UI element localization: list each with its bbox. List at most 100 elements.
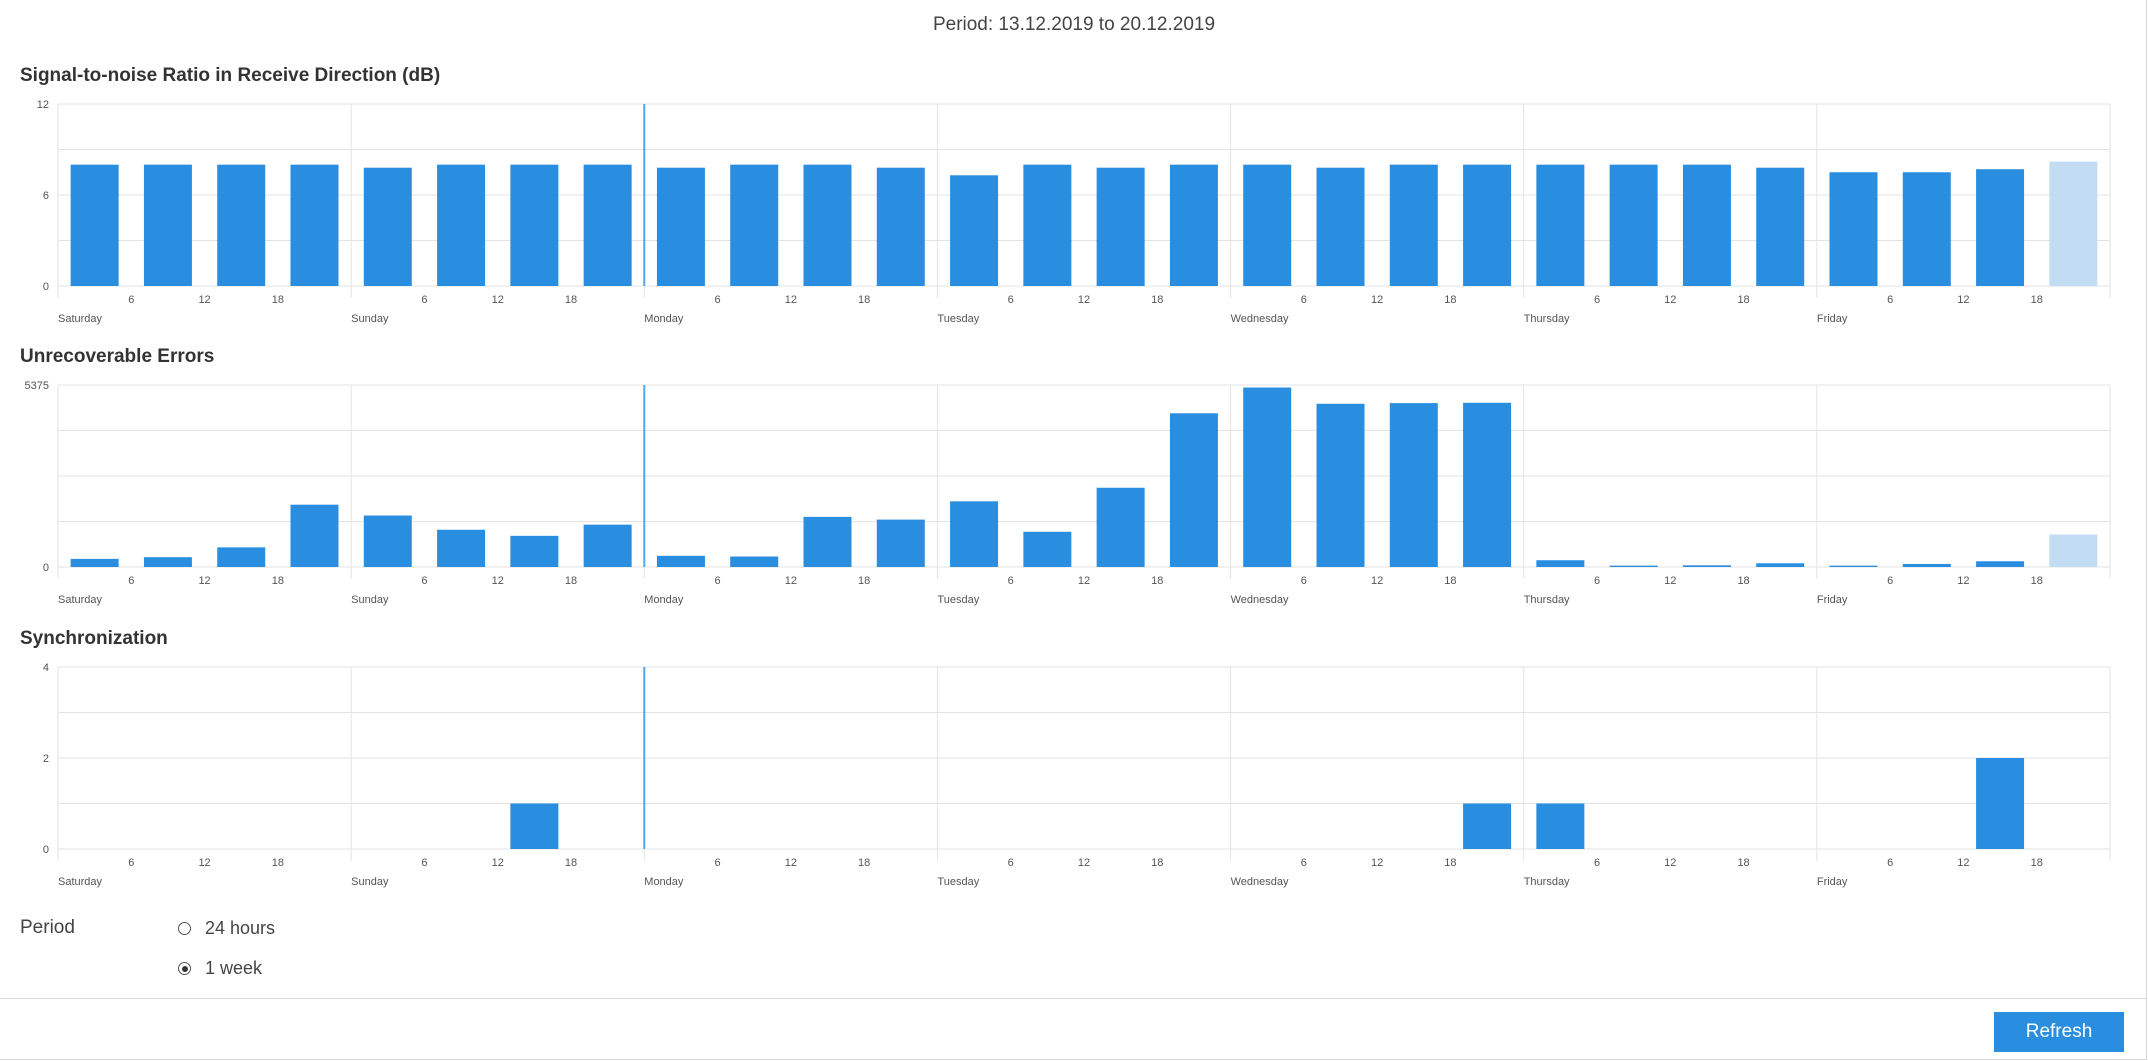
hour-tick-label: 12 — [492, 294, 504, 306]
hour-tick-label: 6 — [715, 294, 721, 306]
refresh-button[interactable]: Refresh — [1994, 1012, 2124, 1052]
hour-tick-label: 18 — [565, 857, 577, 869]
bar — [1316, 403, 1365, 567]
bar — [70, 164, 119, 286]
bar — [143, 557, 192, 567]
bar — [583, 524, 632, 567]
bar — [363, 167, 412, 286]
day-label: Monday — [644, 313, 684, 325]
hour-tick-label: 12 — [198, 294, 210, 306]
bar — [1756, 167, 1805, 286]
bar — [1609, 565, 1658, 567]
bar — [510, 803, 559, 849]
bar — [656, 555, 705, 567]
bar — [2049, 161, 2098, 286]
bar — [1096, 487, 1145, 567]
bar — [1243, 164, 1292, 286]
hour-tick-label: 12 — [1664, 857, 1676, 869]
bar — [803, 516, 852, 567]
hour-tick-label: 18 — [1151, 294, 1163, 306]
bar — [1536, 164, 1585, 286]
bar — [290, 504, 339, 567]
hour-tick-label: 18 — [1737, 857, 1749, 869]
hour-tick-label: 12 — [1957, 294, 1969, 306]
bar — [1976, 561, 2025, 567]
bar — [1389, 164, 1438, 286]
hour-tick-label: 6 — [1301, 575, 1307, 587]
bar — [1902, 172, 1951, 286]
hour-tick-label: 6 — [128, 857, 134, 869]
bar — [1389, 403, 1438, 567]
bar — [510, 535, 559, 567]
bar — [217, 547, 266, 567]
hour-tick-label: 6 — [715, 857, 721, 869]
bar — [730, 164, 779, 286]
bar — [437, 529, 486, 567]
y-tick-label: 0 — [43, 281, 49, 293]
bar — [1023, 164, 1072, 286]
hour-tick-label: 18 — [2031, 575, 2043, 587]
bar — [1756, 563, 1805, 567]
day-label: Thursday — [1524, 594, 1570, 606]
day-label: Monday — [644, 594, 684, 606]
sync-chart-title: Synchronization — [20, 628, 168, 649]
bar — [1609, 164, 1658, 286]
bar — [1829, 172, 1878, 286]
bar — [1682, 565, 1731, 567]
day-label: Tuesday — [937, 594, 979, 606]
sync-chart: 0 2 4 Saturday 6 12 18 Sunday 6 12 18 Monday 6 12 18 Tu… — [43, 662, 2111, 888]
day-label: Friday — [1817, 313, 1848, 325]
hour-tick-label: 6 — [1301, 857, 1307, 869]
hour-tick-label: 18 — [272, 294, 284, 306]
hour-tick-label: 6 — [1594, 575, 1600, 587]
day-label: Saturday — [58, 876, 103, 888]
hour-tick-label: 18 — [272, 575, 284, 587]
hour-tick-label: 18 — [1444, 294, 1456, 306]
bar — [1316, 167, 1365, 286]
bar — [1463, 164, 1512, 286]
day-label: Sunday — [351, 876, 389, 888]
hour-tick-label: 6 — [128, 294, 134, 306]
bar — [656, 167, 705, 286]
snr-chart-title: Signal-to-noise Ratio in Receive Directi… — [20, 65, 441, 86]
hour-tick-label: 6 — [1008, 294, 1014, 306]
hour-tick-label: 18 — [1444, 575, 1456, 587]
snr-chart: 0 6 12 Saturday 6 12 18 Sunday 6 12 18 Monday 6 12 18 T… — [37, 99, 2111, 325]
day-label: Tuesday — [937, 876, 979, 888]
hour-tick-label: 6 — [1301, 294, 1307, 306]
bar — [803, 164, 852, 286]
day-label: Wednesday — [1231, 313, 1289, 325]
bar — [1976, 758, 2025, 849]
hour-tick-label: 18 — [1737, 575, 1749, 587]
day-label: Thursday — [1524, 876, 1570, 888]
hour-tick-label: 18 — [858, 575, 870, 587]
radio-1-week[interactable]: 1 week — [178, 958, 262, 979]
radio-button-24-hours[interactable] — [178, 922, 191, 935]
radio-button-1-week[interactable] — [178, 962, 191, 975]
errors-chart: 0 5375 Saturday 6 12 18 Sunday 6 12 18 Monday 6 12 18… — [25, 380, 2111, 606]
y-tick-label: 0 — [43, 844, 49, 856]
bar — [1463, 402, 1512, 567]
hour-tick-label: 18 — [2031, 857, 2043, 869]
hour-tick-label: 12 — [492, 857, 504, 869]
hour-tick-label: 18 — [1151, 857, 1163, 869]
hour-tick-label: 12 — [1078, 857, 1090, 869]
hour-tick-label: 6 — [421, 294, 427, 306]
hour-tick-label: 12 — [1078, 575, 1090, 587]
bar — [70, 558, 119, 567]
day-label: Wednesday — [1231, 594, 1289, 606]
day-label: Tuesday — [937, 313, 979, 325]
bar — [290, 164, 339, 286]
hour-tick-label: 18 — [1444, 857, 1456, 869]
y-tick-label: 4 — [43, 662, 49, 674]
hour-tick-label: 12 — [785, 575, 797, 587]
day-label: Friday — [1817, 876, 1848, 888]
radio-24-hours[interactable]: 24 hours — [178, 918, 275, 939]
bar — [363, 515, 412, 567]
hour-tick-label: 18 — [1151, 575, 1163, 587]
bar — [950, 501, 999, 567]
bar — [583, 164, 632, 286]
radio-label-24-hours: 24 hours — [205, 918, 276, 938]
bar — [510, 164, 559, 286]
